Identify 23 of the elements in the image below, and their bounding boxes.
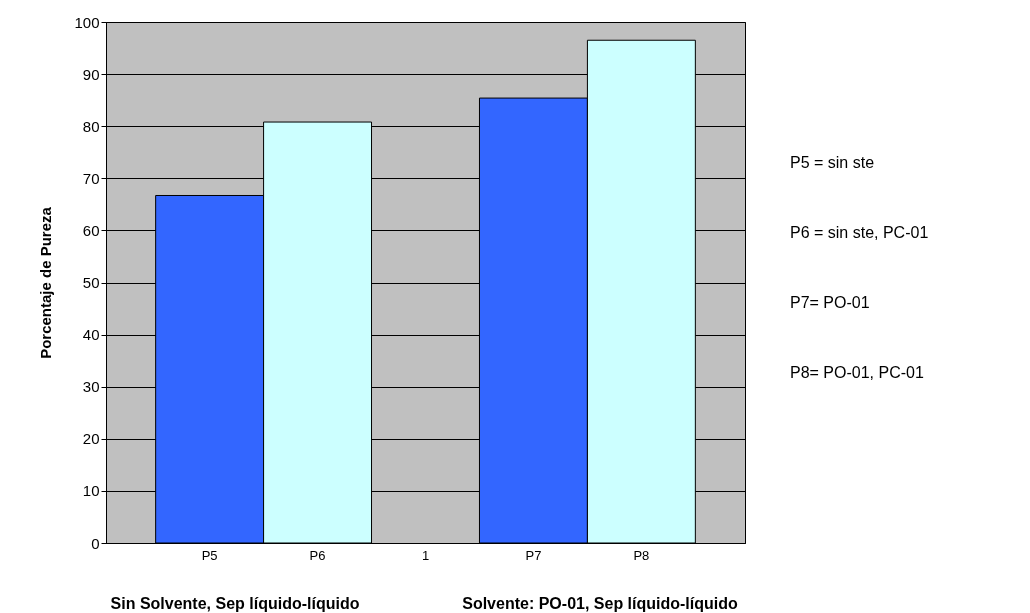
text: Sin Solvente, Sep líquido-líquido	[110, 595, 360, 612]
y-tick-label: 50	[82, 274, 100, 291]
x-tick-label: P5	[201, 547, 218, 563]
y-tick-label: 20	[82, 430, 100, 448]
text: P8= PO-01, PC-01	[790, 364, 924, 381]
y-tick-label: 40	[82, 326, 100, 344]
x-tick-label: P7	[525, 547, 542, 563]
y-tick-label: 90	[82, 65, 100, 83]
x-tick-label: P8	[633, 547, 650, 563]
y-tick-label: 100	[74, 13, 100, 31]
y-tick-label: 80	[82, 117, 100, 135]
y-tick-label: 30	[82, 378, 100, 396]
y-tick-label: 0	[91, 534, 100, 552]
x-tick-label: P6	[309, 547, 326, 563]
y-tick-label: 70	[82, 169, 100, 187]
x-tick-label: 1	[421, 547, 430, 563]
y-tick-label: 60	[82, 221, 100, 239]
text: P7= PO-01	[790, 294, 870, 311]
text: P6 = sin ste, PC-01	[790, 224, 929, 241]
y-axis-title: Porcentaje de Pureza	[37, 206, 55, 359]
y-tick-label: 10	[82, 482, 100, 500]
text: Solvente: PO-01, Sep líquido-líquido	[462, 595, 739, 612]
text: P5 = sin ste	[790, 154, 875, 171]
